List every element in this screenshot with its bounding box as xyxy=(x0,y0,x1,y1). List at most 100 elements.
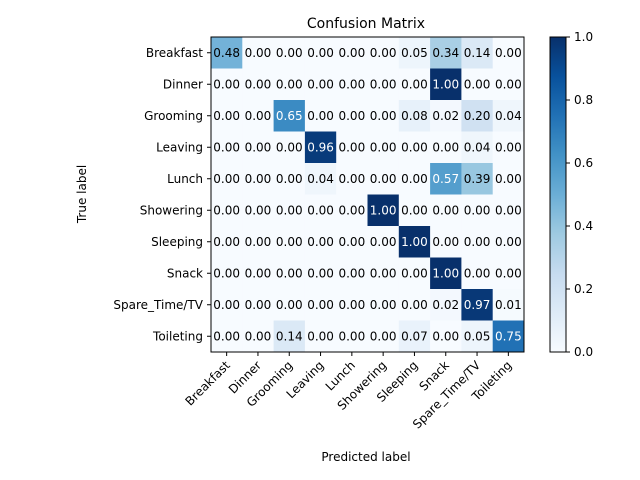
cell-value-label: 0.00 xyxy=(245,298,272,312)
cell-value-label: 0.57 xyxy=(432,172,459,186)
cell-value-label: 0.00 xyxy=(401,140,428,154)
cell-value-label: 0.00 xyxy=(213,329,240,343)
cell-value-label: 0.00 xyxy=(338,266,365,280)
x-axis-label: Predicted label xyxy=(321,450,410,464)
heatmap-cell xyxy=(492,257,525,290)
heatmap-cell xyxy=(367,257,400,290)
cell-value-label: 0.65 xyxy=(276,109,303,123)
heatmap-cell xyxy=(461,194,494,227)
heatmap-cell xyxy=(461,163,494,195)
colorbar-tick-label: 0.0 xyxy=(574,345,593,359)
heatmap-cell xyxy=(398,289,431,321)
heatmap-cell xyxy=(430,320,462,353)
colorbar-tick-label: 0.4 xyxy=(574,219,593,233)
heatmap-cell xyxy=(211,100,243,132)
y-tick-label: Snack xyxy=(167,266,203,280)
y-tick-label: Breakfast xyxy=(146,46,203,60)
heatmap-cell xyxy=(273,100,306,132)
cell-value-label: 0.02 xyxy=(432,298,459,312)
cell-value-label: 0.00 xyxy=(276,266,303,280)
heatmap-cell xyxy=(461,289,494,321)
cell-value-label: 0.00 xyxy=(245,266,272,280)
cell-value-label: 0.00 xyxy=(401,266,428,280)
heatmap-cell xyxy=(336,68,368,101)
cell-value-label: 0.00 xyxy=(401,203,428,217)
cell-value-label: 0.00 xyxy=(307,235,334,249)
heatmap-cell xyxy=(336,194,368,227)
cell-value-label: 0.48 xyxy=(213,46,240,60)
cell-value-label: 0.01 xyxy=(495,298,522,312)
heatmap-cell xyxy=(398,100,431,132)
heatmap-cell xyxy=(211,226,243,258)
heatmap-cell xyxy=(367,194,400,227)
heatmap-cell xyxy=(242,37,275,69)
heatmap-cell xyxy=(461,320,494,353)
heatmap-cell xyxy=(398,226,431,258)
colorbar-tick-label: 1.0 xyxy=(574,30,593,44)
heatmap-cell xyxy=(273,226,306,258)
heatmap-cell xyxy=(273,257,306,290)
heatmap-cell xyxy=(336,257,368,290)
heatmap-cell xyxy=(367,68,400,101)
heatmap-cell xyxy=(304,100,337,132)
cell-value-label: 0.00 xyxy=(432,140,459,154)
heatmap-cell xyxy=(492,163,525,195)
heatmap-cell xyxy=(304,226,337,258)
cell-value-label: 0.07 xyxy=(401,329,428,343)
cell-value-label: 0.00 xyxy=(401,298,428,312)
heatmap-cell xyxy=(492,226,525,258)
heatmap-cell xyxy=(336,131,368,164)
heatmap-cell xyxy=(461,100,494,132)
cell-value-label: 0.00 xyxy=(276,77,303,91)
heatmap-cell xyxy=(430,37,462,69)
heatmap-cell xyxy=(367,163,400,195)
chart-title: Confusion Matrix xyxy=(307,16,425,32)
heatmap-cell xyxy=(430,194,462,227)
heatmap-cell xyxy=(304,68,337,101)
y-tick-label: Dinner xyxy=(163,77,203,91)
x-tick-label: Breakfast xyxy=(182,358,233,409)
heatmap-cell xyxy=(430,100,462,132)
heatmap-cell xyxy=(492,320,525,353)
cell-value-label: 0.00 xyxy=(276,46,303,60)
cell-value-label: 0.00 xyxy=(307,203,334,217)
heatmap-cell xyxy=(398,163,431,195)
cell-value-label: 0.00 xyxy=(276,203,303,217)
cell-value-label: 0.00 xyxy=(464,266,491,280)
heatmap-cell xyxy=(430,289,462,321)
cell-value-label: 0.00 xyxy=(370,172,397,186)
heatmap-cell xyxy=(367,131,400,164)
cell-value-label: 0.14 xyxy=(464,46,491,60)
y-tick-label: Leaving xyxy=(156,140,203,154)
heatmap-cell xyxy=(336,163,368,195)
cell-value-label: 0.05 xyxy=(464,329,491,343)
heatmap-cell xyxy=(398,320,431,353)
y-tick-label: Grooming xyxy=(144,109,203,123)
heatmap-cell xyxy=(336,226,368,258)
cell-value-label: 0.00 xyxy=(213,109,240,123)
heatmap-cell xyxy=(336,320,368,353)
y-axis-label: True label xyxy=(75,165,89,224)
cell-value-label: 0.00 xyxy=(338,109,365,123)
heatmap-cell xyxy=(492,68,525,101)
cell-value-label: 0.00 xyxy=(245,109,272,123)
cell-value-label: 0.00 xyxy=(370,140,397,154)
heatmap-cell xyxy=(430,68,462,101)
cell-value-label: 0.00 xyxy=(338,329,365,343)
cell-value-label: 0.00 xyxy=(276,235,303,249)
cell-value-label: 0.00 xyxy=(464,203,491,217)
y-axis-ticks: Breakfast Dinner Grooming Leaving Lunch Showe… xyxy=(113,46,211,343)
cell-value-label: 0.75 xyxy=(495,329,522,343)
heatmap-cell xyxy=(398,37,431,69)
cell-value-label: 0.00 xyxy=(495,266,522,280)
colorbar-tick-label: 0.8 xyxy=(574,93,593,107)
cell-value-label: 0.00 xyxy=(401,77,428,91)
heatmap-cell xyxy=(304,257,337,290)
colorbar-tick-label: 0.2 xyxy=(574,282,593,296)
heatmap-cell xyxy=(367,100,400,132)
cell-value-label: 0.00 xyxy=(370,46,397,60)
cell-value-label: 0.00 xyxy=(464,235,491,249)
cell-value-label: 0.14 xyxy=(276,329,303,343)
heatmap-cell xyxy=(242,68,275,101)
heatmap-cell xyxy=(430,226,462,258)
